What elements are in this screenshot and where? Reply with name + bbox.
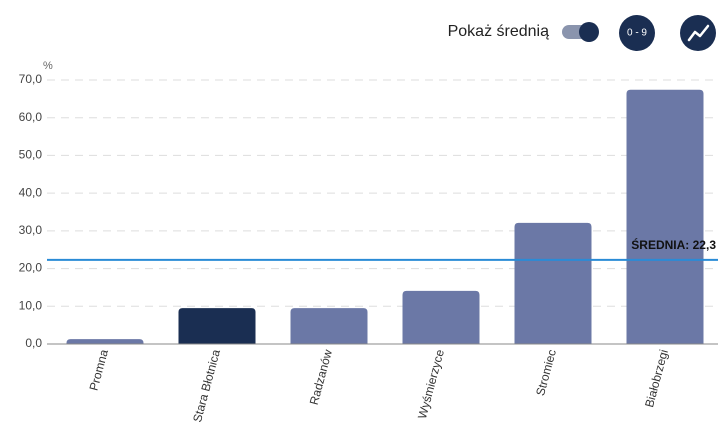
x-tick-label: Stara Błotnica bbox=[190, 348, 223, 424]
bar bbox=[290, 308, 368, 344]
bar bbox=[626, 89, 704, 344]
y-tick-label: 30,0 bbox=[19, 223, 43, 237]
average-label: ŚREDNIA: 22,3 bbox=[631, 237, 716, 252]
x-tick-label: Stromiec bbox=[533, 348, 559, 397]
chart-type-button[interactable] bbox=[680, 15, 716, 51]
bar bbox=[402, 290, 480, 344]
bar bbox=[514, 222, 592, 344]
x-tick-label: Radzanów bbox=[307, 348, 335, 407]
y-tick-label: 0,0 bbox=[25, 336, 42, 350]
y-unit: % bbox=[43, 60, 53, 72]
toggle-label: Pokaż średnią bbox=[448, 23, 549, 40]
y-tick-label: 60,0 bbox=[19, 110, 43, 124]
y-tick-label: 20,0 bbox=[19, 261, 43, 275]
x-tick-label: Promna bbox=[87, 348, 111, 393]
range-button[interactable]: 0 - 9 bbox=[619, 15, 655, 51]
bar bbox=[66, 339, 144, 344]
x-tick-label: Białobrzegi bbox=[642, 348, 671, 409]
y-tick-label: 70,0 bbox=[19, 72, 43, 86]
bar bbox=[178, 308, 256, 344]
y-tick-label: 40,0 bbox=[19, 185, 43, 199]
x-tick-label: Wyśmierzyce bbox=[415, 348, 447, 421]
toggle[interactable] bbox=[562, 22, 599, 42]
y-tick-label: 50,0 bbox=[19, 148, 43, 162]
y-tick-label: 10,0 bbox=[19, 298, 43, 312]
range-button-label: 0 - 9 bbox=[627, 28, 647, 39]
